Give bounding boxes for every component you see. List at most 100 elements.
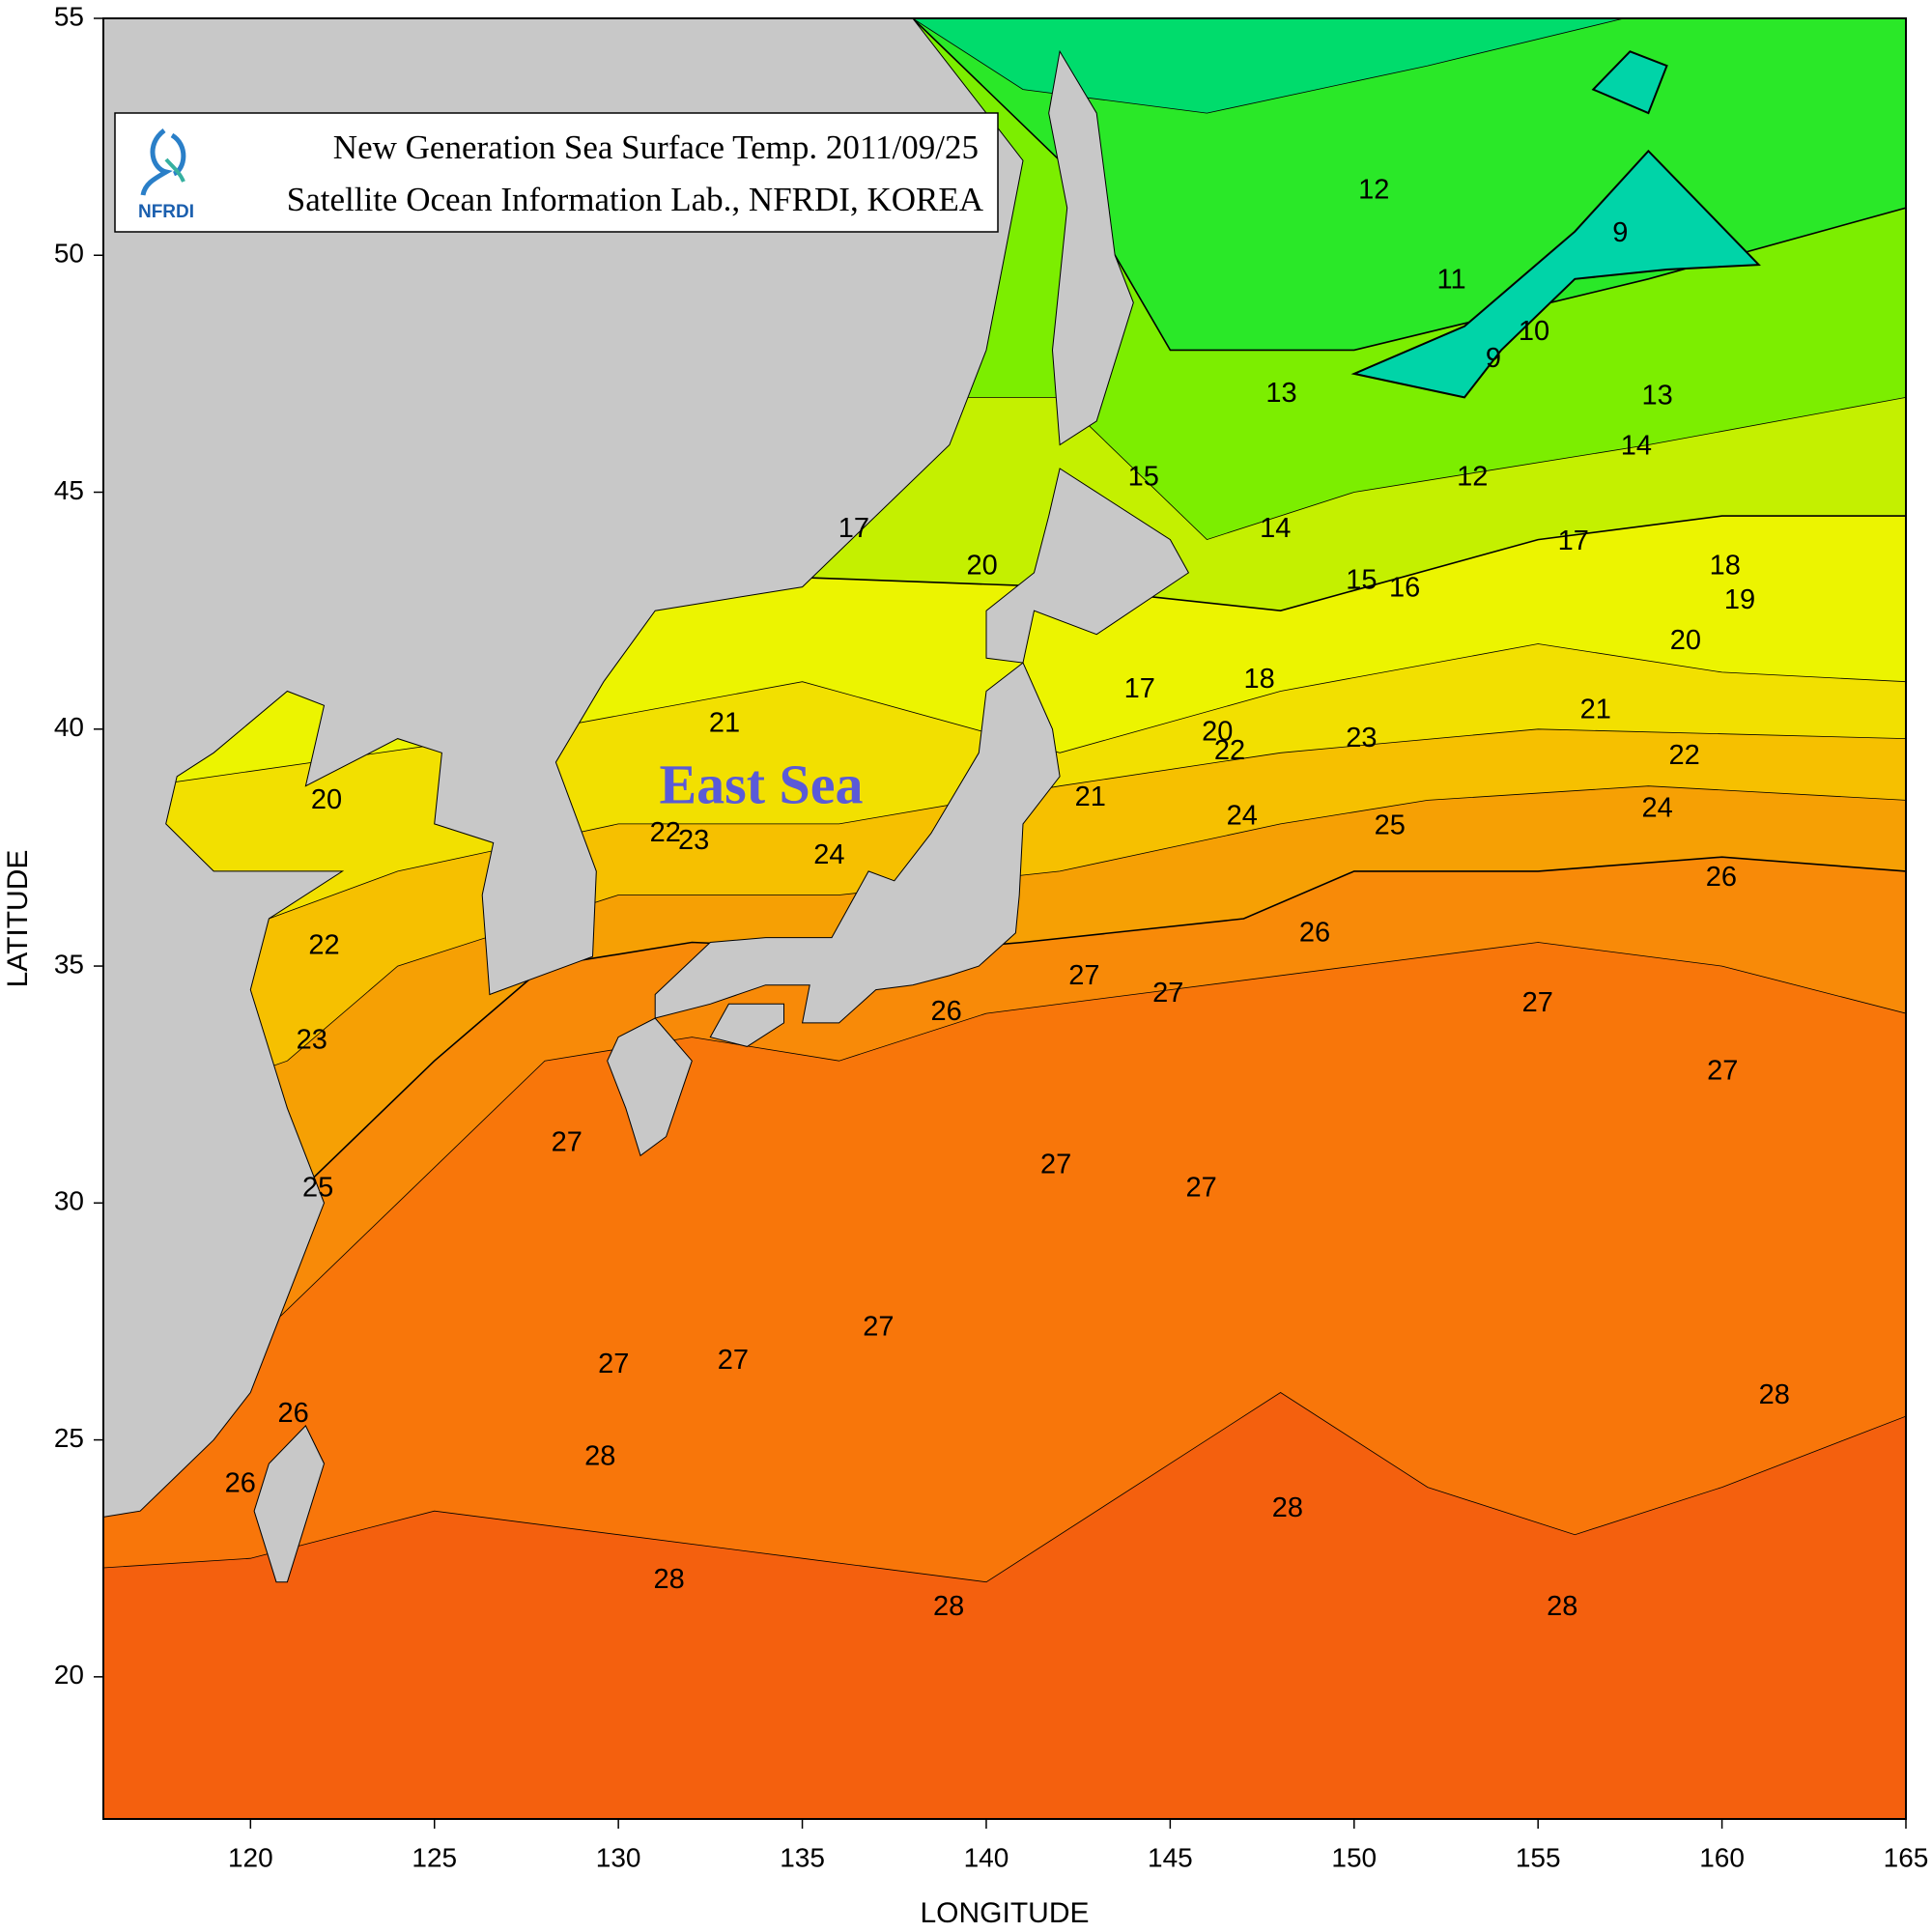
contour-label: 22 (1668, 740, 1699, 771)
contour-label: 17 (1124, 673, 1155, 704)
contour-label: 14 (1621, 431, 1652, 462)
contour-label: 9 (1612, 217, 1628, 248)
contour-label: 27 (598, 1349, 629, 1379)
x-tick-label: 140 (964, 1842, 1009, 1872)
contour-label: 21 (1580, 695, 1611, 725)
contour-label: 27 (1185, 1173, 1216, 1204)
contour-label: 10 (1519, 316, 1549, 347)
land-mass (1048, 49, 1134, 446)
land (103, 18, 1190, 1583)
contour-label: 25 (1375, 810, 1406, 841)
contour-label: 24 (813, 839, 844, 870)
contour-label: 9 (1486, 343, 1501, 374)
contour-label: 27 (863, 1312, 894, 1343)
plot-frame (102, 17, 1907, 1820)
contour-label: 23 (678, 825, 709, 856)
contour-label: 27 (718, 1345, 749, 1376)
contour-label: 24 (1227, 800, 1258, 831)
contour-label: 26 (277, 1398, 308, 1429)
y-tick-label: 20 (54, 1660, 84, 1690)
x-tick-label: 125 (412, 1842, 457, 1872)
land-mass (253, 1425, 326, 1583)
contour-label: 23 (1346, 723, 1377, 753)
y-tick-label: 40 (54, 712, 84, 742)
contour-label: 25 (302, 1173, 333, 1204)
contour-label: 16 (1389, 572, 1420, 603)
contour-label: 26 (225, 1468, 256, 1499)
sst-band (1591, 50, 1668, 115)
y-tick-label: 55 (54, 1, 84, 31)
contour-label: 28 (1272, 1492, 1303, 1523)
contour-label: 15 (1128, 462, 1159, 493)
contour-label: 13 (1265, 378, 1296, 409)
x-tick-label: 130 (596, 1842, 641, 1872)
logo-text: NFRDI (138, 202, 194, 222)
contour-label: 28 (1547, 1591, 1577, 1622)
contour-label: 12 (1457, 462, 1488, 493)
y-axis-label: LATITUDE (2, 850, 34, 988)
x-tick-label: 160 (1699, 1842, 1745, 1872)
x-axis-label: LONGITUDE (920, 1897, 1089, 1929)
contour-label: 20 (311, 784, 342, 815)
contour-label: 23 (297, 1024, 327, 1055)
sst-band (912, 18, 1626, 114)
contour-label: 28 (653, 1564, 684, 1595)
land-mass (985, 468, 1190, 664)
chart-title: New Generation Sea Surface Temp. 2011/09… (333, 128, 979, 166)
contour-label: 18 (1243, 664, 1274, 695)
x-tick-label: 165 (1884, 1842, 1929, 1872)
contour-label: 15 (1346, 565, 1377, 596)
contour-label: 27 (1068, 960, 1099, 991)
contour-label: 12 (1358, 174, 1389, 205)
title-box: NFRDI New Generation Sea Surface Temp. 2… (114, 112, 999, 233)
contour-label: 11 (1437, 264, 1466, 295)
title-frame (114, 112, 999, 233)
contour-label: 20 (966, 550, 997, 581)
y-tick-label: 50 (54, 239, 84, 269)
contour-label: 27 (1040, 1149, 1071, 1179)
x-tick-label: 145 (1148, 1842, 1193, 1872)
contour-label: 26 (1299, 917, 1330, 948)
contour-label: 26 (1706, 862, 1737, 893)
contour-label: 17 (1558, 526, 1589, 556)
x-tick-label: 120 (228, 1842, 273, 1872)
contour-label: 27 (1707, 1055, 1738, 1086)
contour-label: 26 (930, 996, 961, 1027)
contour-label: 14 (1260, 513, 1291, 544)
contour-label: 18 (1710, 550, 1741, 581)
contour-label: 21 (709, 708, 740, 739)
logo-mark (164, 157, 185, 183)
x-tick-label: 150 (1331, 1842, 1377, 1872)
chart-subtitle: Satellite Ocean Information Lab., NFRDI,… (287, 181, 984, 218)
y-tick-label: 30 (54, 1186, 84, 1216)
contour-label: 21 (1075, 781, 1106, 812)
contour-label: 28 (933, 1591, 964, 1622)
land-mass (607, 1017, 693, 1157)
contour-label: 22 (1214, 735, 1245, 766)
sst-band (1350, 149, 1761, 399)
land-mass (709, 1003, 784, 1047)
y-tick-label: 45 (54, 475, 84, 505)
x-tick-label: 155 (1516, 1842, 1561, 1872)
contour-label: 27 (1522, 987, 1553, 1018)
contour-label: 27 (1152, 978, 1183, 1009)
contour-label: 27 (552, 1126, 582, 1157)
land-mass (103, 18, 1024, 1518)
contour-label: 28 (1759, 1379, 1790, 1410)
contour-label: 19 (1724, 584, 1755, 615)
contour-label: 22 (650, 817, 681, 848)
sea-label: East Sea (659, 753, 863, 815)
contour-label: 24 (1641, 793, 1672, 824)
contour-label: 20 (1670, 625, 1701, 656)
contour-label: 13 (1641, 380, 1672, 411)
land-mass (654, 662, 1061, 1024)
contour-label: 17 (838, 513, 869, 544)
contour-label: 20 (1202, 717, 1233, 748)
axes: 120 125 130 135 140 145 150 155 160 165 20 25 30 35 40… (54, 1, 1929, 1872)
y-tick-label: 25 (54, 1423, 84, 1453)
contour-label: 28 (584, 1441, 615, 1472)
contour-label: 22 (308, 929, 339, 960)
